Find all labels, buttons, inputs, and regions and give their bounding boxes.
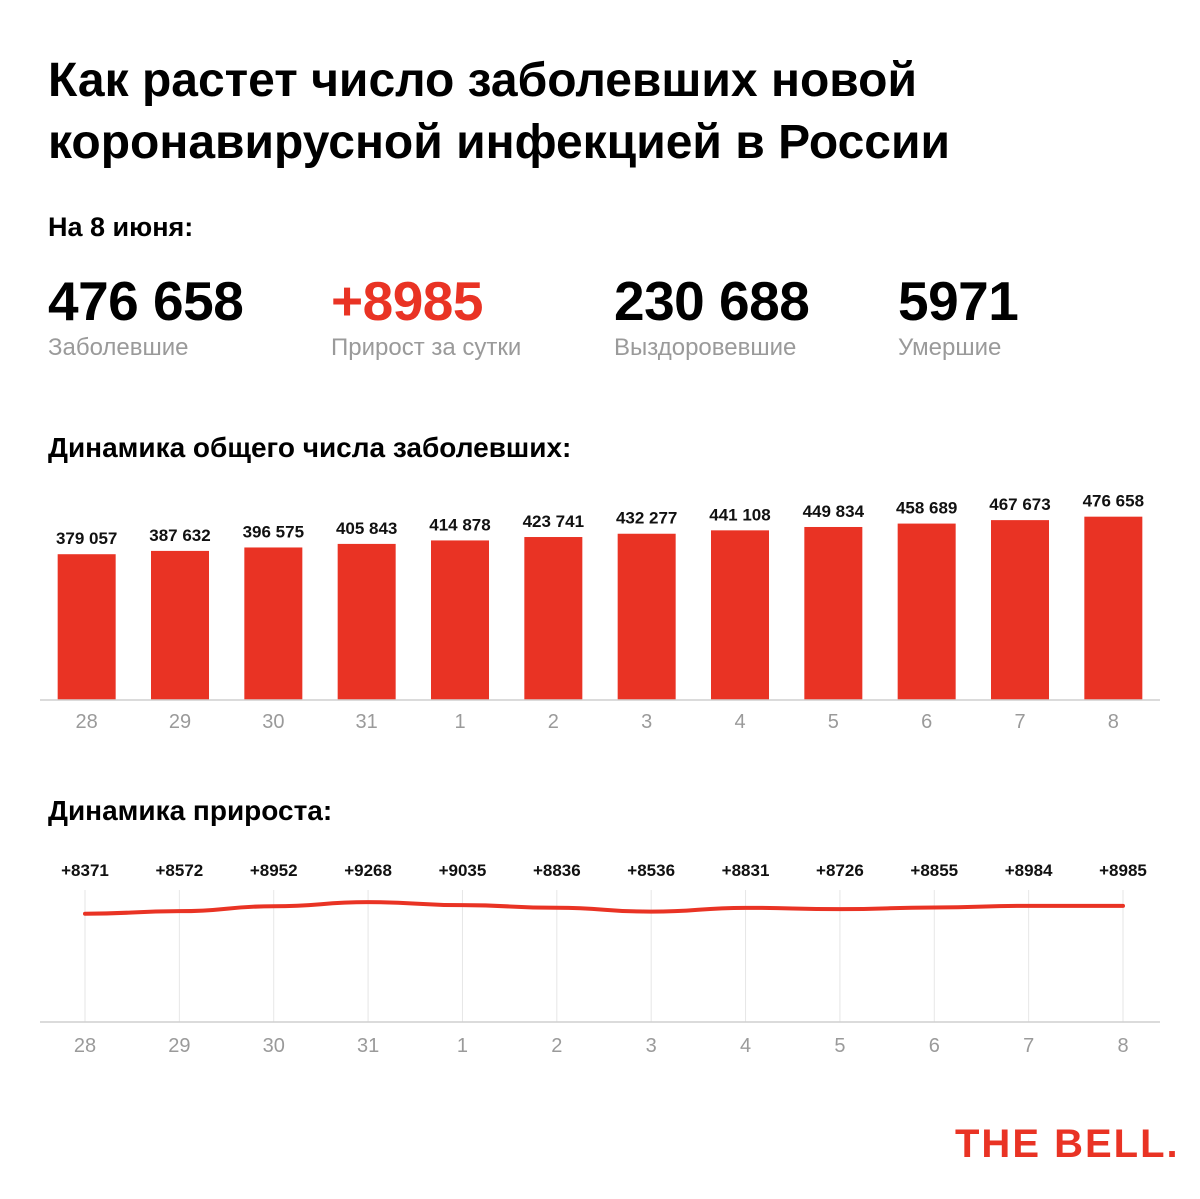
stat-cases: 476 658 Заболевшие bbox=[48, 270, 244, 362]
x-tick-label: 30 bbox=[262, 711, 284, 733]
x-tick-label: 30 bbox=[263, 1035, 285, 1057]
as-of-date: На 8 июня: bbox=[48, 212, 194, 242]
x-tick-label: 4 bbox=[734, 711, 745, 733]
x-tick-label: 4 bbox=[740, 1035, 751, 1057]
line-value-label: +8536 bbox=[627, 861, 675, 880]
bar-value-label: 458 689 bbox=[896, 499, 957, 518]
growth-line bbox=[83, 900, 1125, 916]
x-tick-label: 7 bbox=[1023, 1035, 1034, 1057]
line-value-label: +8726 bbox=[816, 861, 864, 880]
line-value-label: +8984 bbox=[1005, 861, 1053, 880]
bar-7 bbox=[991, 520, 1049, 700]
bar-value-label: 379 057 bbox=[56, 529, 117, 548]
stat-label: Выздоровевшие bbox=[614, 334, 797, 361]
x-tick-label: 31 bbox=[357, 1035, 379, 1057]
line-value-label: +9268 bbox=[344, 861, 392, 880]
x-tick-label: 6 bbox=[929, 1035, 940, 1057]
bar-value-label: 467 673 bbox=[989, 495, 1050, 514]
line-value-label: +8836 bbox=[533, 861, 581, 880]
x-tick-label: 31 bbox=[356, 711, 378, 733]
bar-value-label: 449 834 bbox=[803, 502, 865, 521]
bar-value-label: 387 632 bbox=[149, 526, 210, 545]
stat-value: 5971 bbox=[898, 270, 1019, 332]
stat-label: Умершие bbox=[898, 334, 1002, 361]
stat-label: Заболевшие bbox=[48, 334, 189, 361]
page-title: Как растет число заболевших новой корона… bbox=[48, 54, 950, 169]
x-tick-label: 28 bbox=[76, 711, 98, 733]
bar-30 bbox=[244, 547, 303, 700]
bar-3 bbox=[617, 533, 676, 700]
x-tick-label: 5 bbox=[834, 1035, 845, 1057]
stat-label: Прирост за сутки bbox=[331, 334, 522, 361]
bar-chart-title: Динамика общего числа заболевших: bbox=[48, 432, 572, 463]
line-chart: +837128+857229+895230+926831+90351+88362… bbox=[40, 861, 1160, 1057]
bar-4 bbox=[711, 530, 769, 700]
line-value-label: +9035 bbox=[439, 861, 487, 880]
bar-1 bbox=[431, 540, 489, 700]
bar-5 bbox=[804, 526, 863, 700]
x-tick-label: 1 bbox=[457, 1035, 468, 1057]
bar-value-label: 423 741 bbox=[523, 512, 584, 531]
x-tick-label: 2 bbox=[551, 1035, 562, 1057]
bar-value-label: 476 658 bbox=[1083, 492, 1144, 511]
bar-value-label: 405 843 bbox=[336, 519, 397, 538]
bar-6 bbox=[897, 523, 956, 700]
bar-31 bbox=[337, 543, 396, 700]
line-chart-title: Динамика прироста: bbox=[48, 795, 333, 826]
stat-value: +8985 bbox=[331, 270, 483, 332]
line-value-label: +8855 bbox=[910, 861, 958, 880]
x-tick-label: 29 bbox=[168, 1035, 190, 1057]
x-tick-label: 1 bbox=[454, 711, 465, 733]
bar-2 bbox=[524, 537, 583, 700]
the-bell-logo: THE BELL. bbox=[955, 1122, 1180, 1166]
line-value-label: +8952 bbox=[250, 861, 298, 880]
bar-value-label: 432 277 bbox=[616, 509, 677, 528]
stat-daily-increase: +8985 Прирост за сутки bbox=[331, 270, 521, 362]
x-tick-label: 7 bbox=[1014, 711, 1025, 733]
line-value-label: +8572 bbox=[155, 861, 203, 880]
x-tick-label: 2 bbox=[548, 711, 559, 733]
bar-value-label: 414 878 bbox=[429, 515, 490, 534]
x-tick-label: 6 bbox=[921, 711, 932, 733]
stat-recovered: 230 688 Выздоровевшие bbox=[614, 270, 810, 362]
x-tick-label: 8 bbox=[1108, 711, 1119, 733]
bar-value-label: 396 575 bbox=[243, 522, 304, 541]
line-value-label: +8831 bbox=[722, 861, 770, 880]
x-tick-label: 28 bbox=[74, 1035, 96, 1057]
x-tick-label: 8 bbox=[1117, 1035, 1128, 1057]
bar-29 bbox=[151, 550, 209, 700]
bar-8 bbox=[1084, 516, 1143, 700]
stat-value: 476 658 bbox=[48, 270, 244, 332]
line-value-label: +8985 bbox=[1099, 861, 1147, 880]
bar-28 bbox=[57, 554, 116, 700]
x-tick-label: 3 bbox=[646, 1035, 657, 1057]
line-value-label: +8371 bbox=[61, 861, 109, 880]
stat-value: 230 688 bbox=[614, 270, 810, 332]
x-tick-label: 5 bbox=[828, 711, 839, 733]
stat-deaths: 5971 Умершие bbox=[898, 270, 1019, 362]
x-tick-label: 29 bbox=[169, 711, 191, 733]
x-tick-label: 3 bbox=[641, 711, 652, 733]
bar-value-label: 441 108 bbox=[709, 505, 770, 524]
